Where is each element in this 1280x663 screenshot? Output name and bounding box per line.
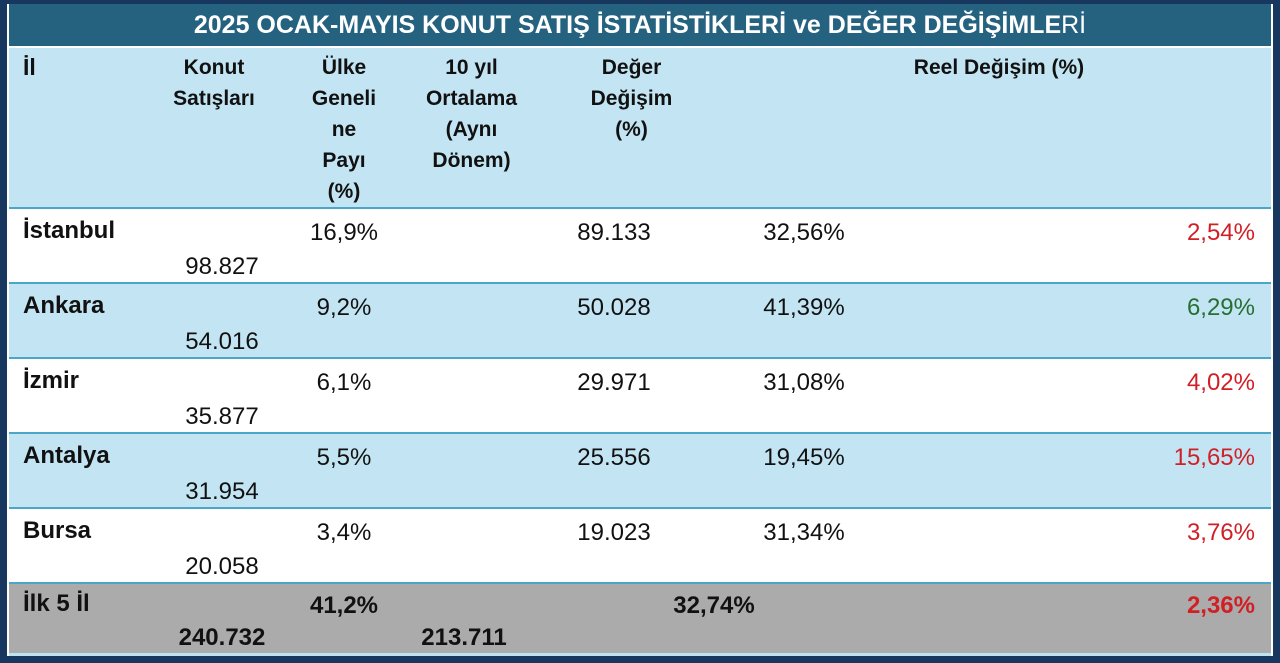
- header-il: İl: [23, 54, 36, 80]
- cell-reel-degisim: 4,02%: [1186, 369, 1255, 396]
- cell-konut-satislari: 31.954: [185, 478, 259, 505]
- cell-10yil-ortalama: 19.023: [577, 519, 651, 546]
- cell-ulke-payi: 41,2%: [309, 592, 379, 619]
- cell-il: İlk 5 İl: [23, 590, 90, 617]
- header-konut-satislari: Konut Satışları: [173, 56, 255, 110]
- cell-deger-degisim: 31,08%: [763, 369, 845, 396]
- table-title-tail: Rİ: [1061, 11, 1087, 39]
- cell-deger-degisim: 31,34%: [763, 519, 845, 546]
- cell-reel-degisim: 6,29%: [1186, 294, 1255, 321]
- cell-ulke-payi: 16,9%: [309, 219, 379, 246]
- cell-ulke-payi: 9,2%: [316, 294, 372, 321]
- cell-reel-degisim: 15,65%: [1173, 444, 1255, 471]
- cell-10yil-ortalama: 25.556: [577, 444, 651, 471]
- cell-konut-satislari: 35.877: [185, 403, 259, 430]
- table-row-istanbul: İstanbul 98.827 16,9% 89.133 32,56% 2,54…: [9, 207, 1271, 282]
- table-row-izmir: İzmir 35.877 6,1% 29.971 31,08% 4,02%: [9, 357, 1271, 432]
- table-row-ankara: Ankara 54.016 9,2% 50.028 41,39% 6,29%: [9, 282, 1271, 357]
- table-header-row: İl Konut Satışları Ülke Geneli ne Payı (…: [9, 48, 1271, 207]
- cell-10yil-ortalama: 29.971: [577, 369, 651, 396]
- cell-il: Antalya: [23, 442, 110, 469]
- table-row-bursa: Bursa 20.058 3,4% 19.023 31,34% 3,76%: [9, 507, 1271, 582]
- cell-deger-degisim: 32,74%: [673, 592, 755, 619]
- cell-deger-degisim: 32,56%: [763, 219, 845, 246]
- cell-ulke-payi: 5,5%: [316, 444, 372, 471]
- cell-ulke-payi: 3,4%: [316, 519, 372, 546]
- cell-il: Bursa: [23, 517, 92, 544]
- header-deger-degisim: Değer Değişim (%): [590, 56, 673, 141]
- table-title: 2025 OCAK-MAYIS KONUT SATIŞ İSTATİSTİKLE…: [9, 4, 1271, 46]
- cell-konut-satislari: 98.827: [185, 253, 259, 280]
- cell-ulke-payi: 6,1%: [316, 369, 372, 396]
- header-10yil-ortalama: 10 yıl Ortalama (Aynı Dönem): [425, 56, 518, 172]
- cell-il: İstanbul: [23, 217, 116, 244]
- table-row-total-ilk5il: İlk 5 İl 240.732 41,2% 213.711 32,74% 2,…: [9, 582, 1271, 656]
- cell-deger-degisim: 19,45%: [763, 444, 845, 471]
- cell-konut-satislari: 54.016: [185, 328, 259, 355]
- cell-reel-degisim: 2,36%: [1186, 592, 1255, 619]
- cell-il: İzmir: [23, 367, 80, 394]
- table-title-text: 2025 OCAK-MAYIS KONUT SATIŞ İSTATİSTİKLE…: [193, 11, 1062, 39]
- header-reel-degisim: Reel Değişim (%): [913, 56, 1085, 79]
- cell-konut-satislari: 240.732: [178, 624, 266, 651]
- header-ulke-payi: Ülke Geneli ne Payı (%): [311, 56, 377, 203]
- table-row-antalya: Antalya 31.954 5,5% 25.556 19,45% 15,65%: [9, 432, 1271, 507]
- cell-deger-degisim: 41,39%: [763, 294, 845, 321]
- cell-il: Ankara: [23, 292, 105, 319]
- title-divider: [9, 46, 1271, 48]
- cell-reel-degisim: 2,54%: [1186, 219, 1255, 246]
- cell-10yil-ortalama: 89.133: [577, 219, 651, 246]
- cell-10yil-ortalama: 213.711: [421, 624, 507, 651]
- cell-reel-degisim: 3,76%: [1186, 519, 1255, 546]
- table-inner: 2025 OCAK-MAYIS KONUT SATIŞ İSTATİSTİKLE…: [7, 4, 1273, 656]
- cell-10yil-ortalama: 50.028: [577, 294, 651, 321]
- cell-konut-satislari: 20.058: [185, 553, 259, 580]
